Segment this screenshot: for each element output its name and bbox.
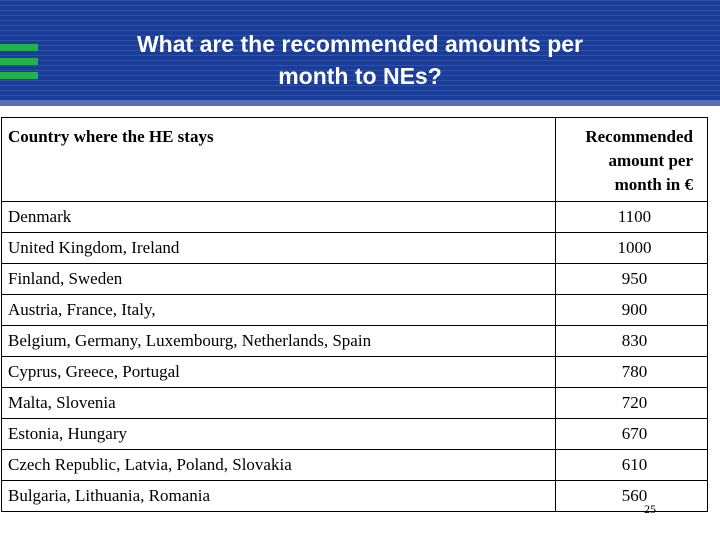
table-row: Bulgaria, Lithuania, Romania 560 <box>1 480 708 512</box>
amount-cell: 560 <box>555 480 708 512</box>
table-row: Austria, France, Italy, 900 <box>1 294 708 326</box>
amount-column-header: Recommended amount per month in € <box>555 117 708 202</box>
slide-header: What are the recommended amounts per mon… <box>0 0 720 106</box>
country-cell: Austria, France, Italy, <box>1 294 556 326</box>
amount-cell: 780 <box>555 356 708 388</box>
country-column-header: Country where the HE stays <box>1 117 556 202</box>
amount-header-line-2: amount per <box>608 151 693 170</box>
amount-cell: 830 <box>555 325 708 357</box>
table-row: Belgium, Germany, Luxembourg, Netherland… <box>1 325 708 357</box>
table-row: Finland, Sweden 950 <box>1 263 708 295</box>
amount-cell: 950 <box>555 263 708 295</box>
amount-cell: 670 <box>555 418 708 450</box>
country-cell: Malta, Slovenia <box>1 387 556 419</box>
amount-header-line-3: month in € <box>614 175 693 194</box>
header-divider <box>0 100 720 106</box>
country-cell: Bulgaria, Lithuania, Romania <box>1 480 556 512</box>
amounts-table: Country where the HE stays Recommended a… <box>1 117 708 512</box>
country-cell: Cyprus, Greece, Portugal <box>1 356 556 388</box>
amount-cell: 1000 <box>555 232 708 264</box>
country-cell: Estonia, Hungary <box>1 418 556 450</box>
table-header-row: Country where the HE stays Recommended a… <box>1 117 708 202</box>
title-line-1: What are the recommended amounts per <box>136 31 584 57</box>
page-number: 25 <box>644 502 656 516</box>
table-row: Estonia, Hungary 670 <box>1 418 708 450</box>
title-line-2: month to NEs? <box>278 63 442 89</box>
slide-title: What are the recommended amounts per mon… <box>50 28 670 92</box>
amount-cell: 720 <box>555 387 708 419</box>
country-cell: Czech Republic, Latvia, Poland, Slovakia <box>1 449 556 481</box>
table-row: Malta, Slovenia 720 <box>1 387 708 419</box>
amount-cell: 1100 <box>555 201 708 233</box>
amount-header-line-1: Recommended <box>585 127 693 146</box>
amount-cell: 610 <box>555 449 708 481</box>
table-row: United Kingdom, Ireland 1000 <box>1 232 708 264</box>
table-row: Cyprus, Greece, Portugal 780 <box>1 356 708 388</box>
country-cell: United Kingdom, Ireland <box>1 232 556 264</box>
logo-bars-icon <box>0 44 38 86</box>
country-cell: Denmark <box>1 201 556 233</box>
amount-cell: 900 <box>555 294 708 326</box>
table-row: Czech Republic, Latvia, Poland, Slovakia… <box>1 449 708 481</box>
country-cell: Finland, Sweden <box>1 263 556 295</box>
table-row: Denmark 1100 <box>1 201 708 233</box>
country-cell: Belgium, Germany, Luxembourg, Netherland… <box>1 325 556 357</box>
